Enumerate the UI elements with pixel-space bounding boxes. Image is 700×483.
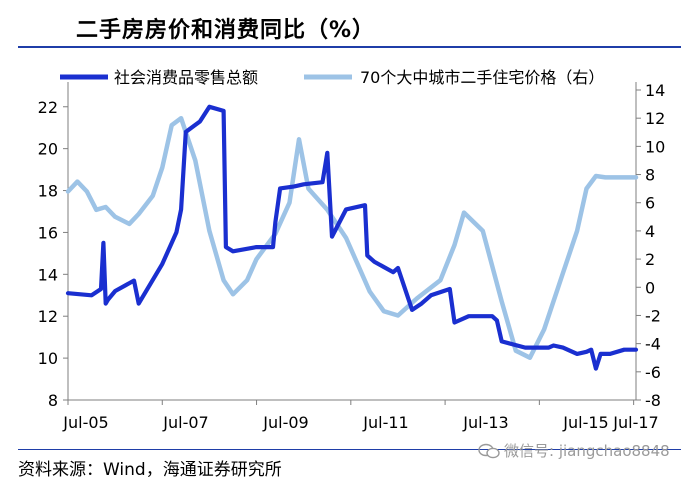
x-tick-label: Jul-05 <box>62 413 108 432</box>
legend-label-retail: 社会消费品零售总额 <box>114 68 258 87</box>
y-right-tick-label: -6 <box>645 363 661 382</box>
y-left-tick-label: 22 <box>38 98 58 117</box>
y-right-tick-label: -4 <box>645 335 661 354</box>
legend-label-house-price: 70个大中城市二手住宅价格（右） <box>360 68 604 87</box>
y-left-tick-label: 14 <box>38 265 58 284</box>
y-right-tick-label: 2 <box>645 250 655 269</box>
y-left-tick-label: 20 <box>38 140 58 159</box>
y-left-tick-label: 8 <box>48 391 58 410</box>
y-right-tick-label: 6 <box>645 194 655 213</box>
y-right-tick-label: 14 <box>645 81 665 100</box>
source-note: 资料来源：Wind，海通证券研究所 <box>18 460 282 480</box>
legend: 社会消费品零售总额 70个大中城市二手住宅价格（右） <box>60 68 604 87</box>
watermark-text: 微信号: jiangchao8848 <box>504 442 670 460</box>
x-tick-label: Jul-17 <box>612 413 658 432</box>
series-line-house-price <box>65 115 639 360</box>
y-right-tick-label: -8 <box>645 391 661 410</box>
x-tick-label: Jul-09 <box>262 413 308 432</box>
watermark: 微信号: jiangchao8848 <box>478 440 670 461</box>
series-layer <box>65 104 639 371</box>
series-line-retail <box>65 104 639 371</box>
y-left-tick-label: 18 <box>38 182 58 201</box>
x-tick-label: Jul-15 <box>562 413 608 432</box>
x-tick-label: Jul-07 <box>162 413 208 432</box>
axes: 8 10 12 14 16 18 20 22 -8 -6 -4 -2 0 2 4 6 8 10 12 14 Jul-05… <box>38 81 666 432</box>
y-right-tick-label: 4 <box>645 222 655 241</box>
x-tick-label: Jul-13 <box>462 413 508 432</box>
x-tick-label: Jul-11 <box>362 413 408 432</box>
y-right-tick-label: -2 <box>645 306 661 325</box>
y-left-tick-label: 16 <box>38 223 58 242</box>
y-right-tick-label: 0 <box>645 278 655 297</box>
footer-divider <box>18 449 681 450</box>
y-right-tick-label: 12 <box>645 109 665 128</box>
y-left-tick-label: 12 <box>38 307 58 326</box>
wechat-icon <box>478 443 500 458</box>
y-right-tick-label: 8 <box>645 166 655 185</box>
title-divider <box>18 46 681 48</box>
chart-title: 二手房房价和消费同比（%） <box>76 18 376 43</box>
y-right-tick-label: 10 <box>645 137 665 156</box>
y-left-tick-label: 10 <box>38 349 58 368</box>
